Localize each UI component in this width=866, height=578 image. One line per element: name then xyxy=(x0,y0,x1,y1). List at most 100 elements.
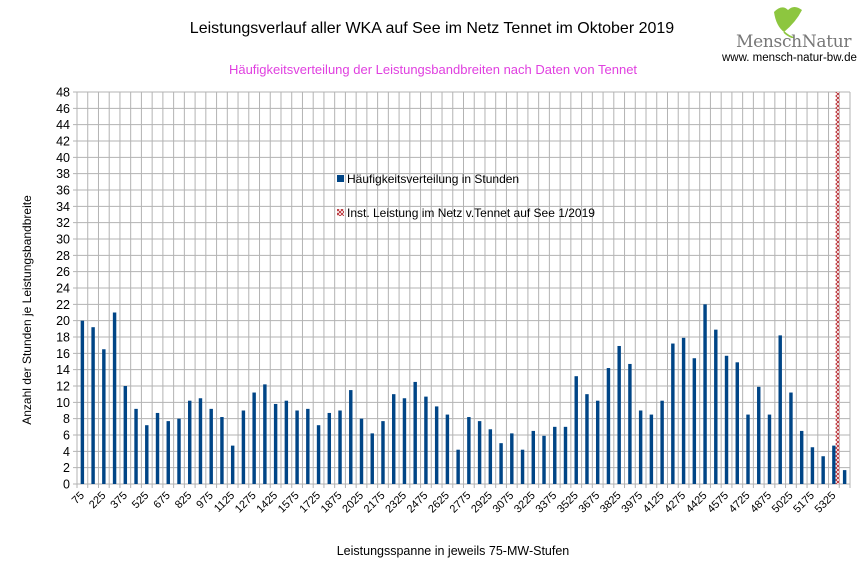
x-tick-label: 3225 xyxy=(512,490,538,516)
y-tick-label: 10 xyxy=(56,396,70,410)
x-tick-label: 1425 xyxy=(254,490,280,516)
bar xyxy=(799,430,804,484)
bar xyxy=(842,470,847,484)
bar xyxy=(531,430,536,484)
bar xyxy=(123,386,128,484)
mensch-natur-logo: MenschNatur www. mensch-natur-bw.de xyxy=(722,2,866,68)
bar xyxy=(391,394,396,484)
y-tick-label: 36 xyxy=(56,184,70,198)
bar xyxy=(703,304,707,484)
x-tick-label: 4725 xyxy=(727,490,753,516)
y-tick-label: 34 xyxy=(56,200,70,214)
y-tick-label: 30 xyxy=(56,233,70,247)
bar xyxy=(499,443,503,484)
bar xyxy=(638,410,643,484)
x-tick-label: 1275 xyxy=(233,490,259,516)
bar xyxy=(413,381,417,484)
x-tick-label: 75 xyxy=(70,490,87,507)
y-tick-label: 2 xyxy=(63,461,70,475)
y-tick-label: 28 xyxy=(56,249,70,263)
x-tick-label: 2625 xyxy=(426,490,452,516)
x-tick-label: 4875 xyxy=(748,490,774,516)
y-tick-label: 8 xyxy=(63,412,70,426)
bar xyxy=(177,418,181,484)
bar xyxy=(520,449,525,484)
bar xyxy=(563,426,568,484)
x-tick-label: 5025 xyxy=(770,490,796,516)
y-tick-label: 14 xyxy=(56,363,70,377)
bar xyxy=(359,418,364,484)
x-tick-label: 1725 xyxy=(297,490,323,516)
bar xyxy=(746,414,750,484)
y-tick-label: 42 xyxy=(56,135,70,149)
y-tick-label: 40 xyxy=(56,151,70,165)
logo-wordmark: MenschNatur xyxy=(736,32,852,52)
x-tick-label: 2175 xyxy=(362,490,388,516)
x-tick-label: 375 xyxy=(108,490,129,511)
x-tick-label: 3375 xyxy=(534,490,560,516)
bar xyxy=(628,363,632,484)
bar xyxy=(574,376,578,484)
y-tick-label: 32 xyxy=(56,216,70,230)
x-tick-label: 3825 xyxy=(598,490,624,516)
chart-title-text: Leistungsverlauf aller WKA auf See im Ne… xyxy=(189,20,675,37)
chart-subtitle: Häufigkeitsverteilung der Leistungsbandb… xyxy=(0,62,866,77)
bar xyxy=(617,345,621,484)
bar xyxy=(424,396,428,484)
x-tick-label: 4575 xyxy=(705,490,731,516)
x-tick-label: 4125 xyxy=(641,490,667,516)
bar xyxy=(810,447,815,484)
bar xyxy=(402,398,407,484)
legend-label-hatched: Inst. Leistung im Netz v.Tennet auf See … xyxy=(347,206,595,220)
bar xyxy=(306,408,310,484)
bar xyxy=(660,400,664,484)
chart-subtitle-text: Häufigkeitsverteilung der Leistungsbandb… xyxy=(228,62,638,77)
bar-series xyxy=(80,92,847,484)
logo-word-mensch: Mensch xyxy=(736,32,802,52)
bar xyxy=(681,337,686,484)
bar xyxy=(188,400,192,484)
x-axis-ticks: 75 225 375 525 675 825 97511251275142515751725… xyxy=(70,490,839,516)
y-tick-label: 26 xyxy=(56,265,70,279)
bar xyxy=(198,398,203,484)
bar xyxy=(767,414,772,484)
y-tick-label: 46 xyxy=(56,102,70,116)
bar xyxy=(477,421,482,484)
y-tick-label: 4 xyxy=(63,445,70,459)
x-tick-label: 4425 xyxy=(684,490,710,516)
y-tick-label: 0 xyxy=(63,478,70,492)
bar xyxy=(295,410,299,484)
logo-word-natur: Natur xyxy=(801,32,852,52)
bar xyxy=(778,335,782,484)
bar xyxy=(789,392,793,484)
bar xyxy=(434,406,439,484)
y-tick-label: 20 xyxy=(56,314,70,328)
x-tick-label: 2325 xyxy=(383,490,409,516)
legend-label-solid: Häufigkeitsverteilung in Stunden xyxy=(347,172,519,186)
bar xyxy=(821,456,825,484)
legend: Häufigkeitsverteilung in Stunden Inst. L… xyxy=(337,172,595,220)
y-tick-label: 48 xyxy=(56,86,70,100)
y-tick-label: 6 xyxy=(63,429,70,443)
x-axis-title-wrap: Leistungsspanne in jeweils 75-MW-Stufen xyxy=(0,544,866,558)
bar xyxy=(585,394,589,484)
bar xyxy=(445,414,450,484)
bar xyxy=(832,445,836,484)
bar xyxy=(595,400,600,484)
bar xyxy=(134,408,138,484)
y-tick-label: 24 xyxy=(56,282,70,296)
bar xyxy=(263,384,267,484)
bar xyxy=(252,392,256,484)
y-tick-label: 22 xyxy=(56,298,70,312)
y-tick-label: 44 xyxy=(56,118,70,132)
bar xyxy=(273,403,278,484)
bar xyxy=(327,412,332,484)
bar xyxy=(381,421,385,484)
bar xyxy=(145,425,149,484)
bar xyxy=(316,425,321,484)
y-tick-label: 38 xyxy=(56,167,70,181)
y-tick-label: 12 xyxy=(56,380,70,394)
bar xyxy=(714,329,718,484)
x-tick-label: 2775 xyxy=(448,490,474,516)
